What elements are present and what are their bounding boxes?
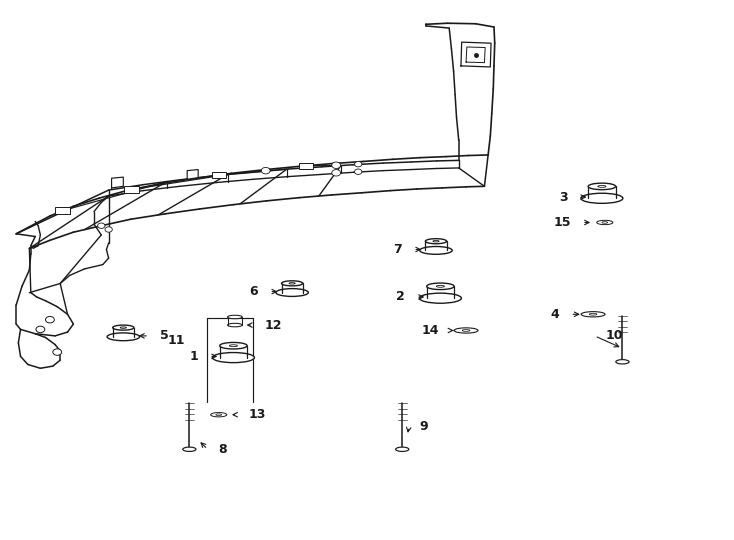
Text: 15: 15 xyxy=(553,216,571,229)
Circle shape xyxy=(332,162,341,168)
Circle shape xyxy=(355,161,362,167)
Circle shape xyxy=(261,167,270,174)
Ellipse shape xyxy=(276,288,308,296)
Ellipse shape xyxy=(211,413,227,417)
Text: 1: 1 xyxy=(189,350,198,363)
Text: 8: 8 xyxy=(219,443,228,456)
Polygon shape xyxy=(461,42,491,67)
Bar xyxy=(56,207,70,214)
Ellipse shape xyxy=(282,281,302,286)
Ellipse shape xyxy=(597,185,606,187)
Text: 12: 12 xyxy=(264,319,282,332)
Ellipse shape xyxy=(462,329,470,332)
Ellipse shape xyxy=(420,246,452,254)
Ellipse shape xyxy=(454,328,478,333)
Ellipse shape xyxy=(228,315,242,319)
Bar xyxy=(299,163,313,169)
Ellipse shape xyxy=(183,447,196,451)
Ellipse shape xyxy=(436,285,444,287)
Ellipse shape xyxy=(419,293,462,303)
Circle shape xyxy=(98,223,105,228)
Text: 14: 14 xyxy=(421,324,439,337)
Text: 3: 3 xyxy=(559,191,567,204)
Circle shape xyxy=(36,326,45,333)
Text: 4: 4 xyxy=(550,308,559,321)
Bar xyxy=(124,186,139,193)
Circle shape xyxy=(53,349,62,355)
Text: 13: 13 xyxy=(248,408,266,421)
Ellipse shape xyxy=(229,345,238,347)
Bar xyxy=(212,172,227,178)
Text: 7: 7 xyxy=(393,243,402,256)
Text: 2: 2 xyxy=(396,291,405,303)
Text: 6: 6 xyxy=(250,285,258,298)
Ellipse shape xyxy=(289,282,295,284)
Ellipse shape xyxy=(228,323,242,327)
Text: 10: 10 xyxy=(606,329,623,342)
Circle shape xyxy=(105,227,112,232)
Ellipse shape xyxy=(219,342,247,349)
Circle shape xyxy=(332,170,341,176)
Ellipse shape xyxy=(581,312,605,317)
Ellipse shape xyxy=(602,221,608,224)
Circle shape xyxy=(355,169,362,174)
Ellipse shape xyxy=(581,193,623,204)
Ellipse shape xyxy=(107,333,139,341)
Circle shape xyxy=(46,316,54,323)
Polygon shape xyxy=(187,170,198,179)
Text: 9: 9 xyxy=(420,420,429,433)
Ellipse shape xyxy=(396,447,409,451)
Ellipse shape xyxy=(616,360,629,364)
Ellipse shape xyxy=(597,220,613,225)
Ellipse shape xyxy=(120,327,126,328)
Ellipse shape xyxy=(426,283,454,289)
Ellipse shape xyxy=(426,239,446,244)
Ellipse shape xyxy=(216,414,222,416)
Ellipse shape xyxy=(113,325,134,330)
Ellipse shape xyxy=(433,240,439,242)
Text: 11: 11 xyxy=(167,334,185,347)
Ellipse shape xyxy=(589,313,597,315)
Ellipse shape xyxy=(212,353,255,363)
Text: 5: 5 xyxy=(160,329,169,342)
Ellipse shape xyxy=(588,183,616,190)
Polygon shape xyxy=(112,177,123,188)
